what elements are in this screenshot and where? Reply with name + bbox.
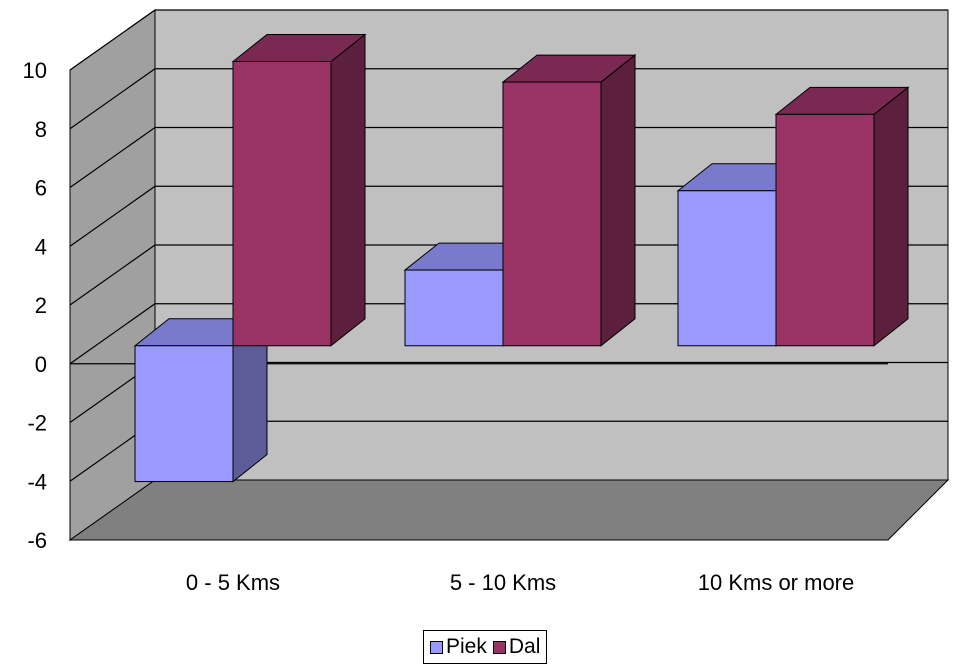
y-tick-label: -6 (27, 528, 47, 553)
bar-front (502, 81, 602, 347)
bars (133, 33, 910, 483)
bar-chart: 10 8 6 4 2 0 -2 -4 -6 0 - 5 Kms 5 - 10 Kms 10 Kms … (23, 9, 950, 595)
x-category-label: 10 Kms or more (698, 570, 855, 595)
x-axis-labels: 0 - 5 Kms 5 - 10 Kms 10 Kms or more (186, 570, 854, 595)
bar-front (404, 269, 504, 347)
bar (231, 33, 367, 347)
y-tick-label: 0 (35, 352, 47, 377)
gridline (69, 9, 948, 71)
y-tick-label: 4 (35, 234, 47, 259)
y-tick-label: -2 (27, 411, 47, 436)
gridline (69, 68, 948, 130)
bar-side (330, 33, 366, 347)
legend-swatch-dal (492, 640, 506, 654)
legend-item-piek: Piek (430, 635, 487, 659)
y-tick-label: 2 (35, 293, 47, 318)
legend-label-dal: Dal (508, 635, 541, 658)
y-tick-label: -4 (27, 469, 47, 494)
x-category-label: 0 - 5 Kms (186, 570, 280, 595)
bar-front (677, 190, 777, 347)
legend-swatch-piek (430, 640, 443, 654)
bar-side (600, 54, 636, 347)
bar (501, 54, 637, 347)
y-tick-label: 8 (35, 117, 47, 142)
floor (68, 479, 950, 541)
bar-front (134, 345, 234, 483)
legend: Piek Dal (423, 630, 548, 664)
legend-label-piek: Piek (446, 635, 487, 658)
y-axis-ticks: 10 8 6 4 2 0 -2 -4 -6 (23, 58, 47, 553)
bar-front (232, 61, 332, 347)
gridline (69, 126, 948, 188)
bar (774, 86, 910, 347)
y-tick-label: 6 (35, 176, 47, 201)
bar-side (873, 86, 909, 347)
bar (133, 317, 269, 483)
bar-front (775, 113, 875, 347)
x-category-label: 5 - 10 Kms (450, 570, 556, 595)
y-tick-label: 10 (23, 58, 47, 83)
legend-item-dal: Dal (492, 635, 541, 659)
